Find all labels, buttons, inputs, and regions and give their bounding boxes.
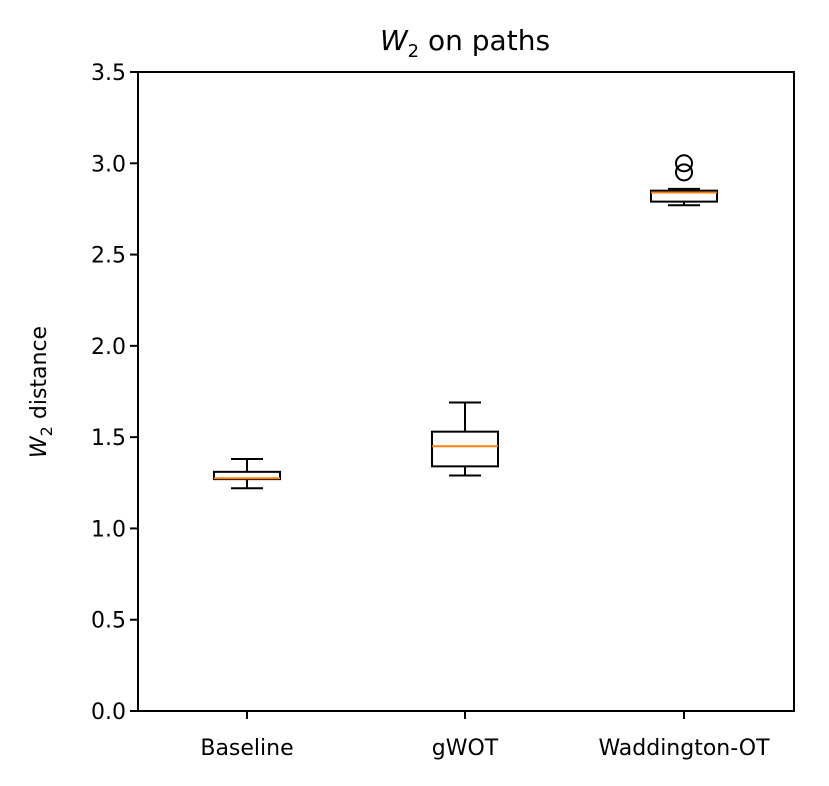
chart-title-symbol: W (380, 24, 409, 57)
box-1 (431, 430, 499, 468)
plot-layer (213, 154, 718, 490)
text-layer: W2 on paths W2 distance 0.00.51.01.52.02… (27, 24, 770, 761)
axes-frame (137, 71, 795, 712)
chart-title-subscript: 2 (408, 41, 419, 62)
x-tick-label-2: Waddington-OT (598, 736, 770, 761)
outlier-2-0 (675, 163, 693, 182)
chart-title-suffix: on paths (419, 24, 550, 57)
y-tick-label-5: 2.5 (91, 244, 126, 269)
y-axis-label-suffix: distance (27, 326, 52, 426)
box-2 (650, 189, 718, 203)
outlier-2-1 (675, 154, 693, 173)
y-tick-label-3: 1.5 (91, 426, 126, 451)
x-tick-label-1: gWOT (432, 736, 499, 761)
y-tick-label-7: 3.5 (91, 61, 126, 86)
y-axis-label-symbol: W (27, 435, 52, 458)
x-tick-label-0: Baseline (200, 736, 293, 761)
y-tick-label-0: 0.0 (91, 700, 126, 725)
y-axis-label-subscript: 2 (37, 426, 56, 436)
y-tick-label-2: 1.0 (91, 517, 126, 542)
y-axis-label: W2 distance (27, 326, 56, 458)
chart-title: W2 on paths (380, 24, 550, 62)
y-tick-label-6: 3.0 (91, 152, 126, 177)
y-tick-label-4: 2.0 (91, 335, 126, 360)
y-tick-label-1: 0.5 (91, 609, 126, 634)
axes-layer (130, 71, 795, 719)
